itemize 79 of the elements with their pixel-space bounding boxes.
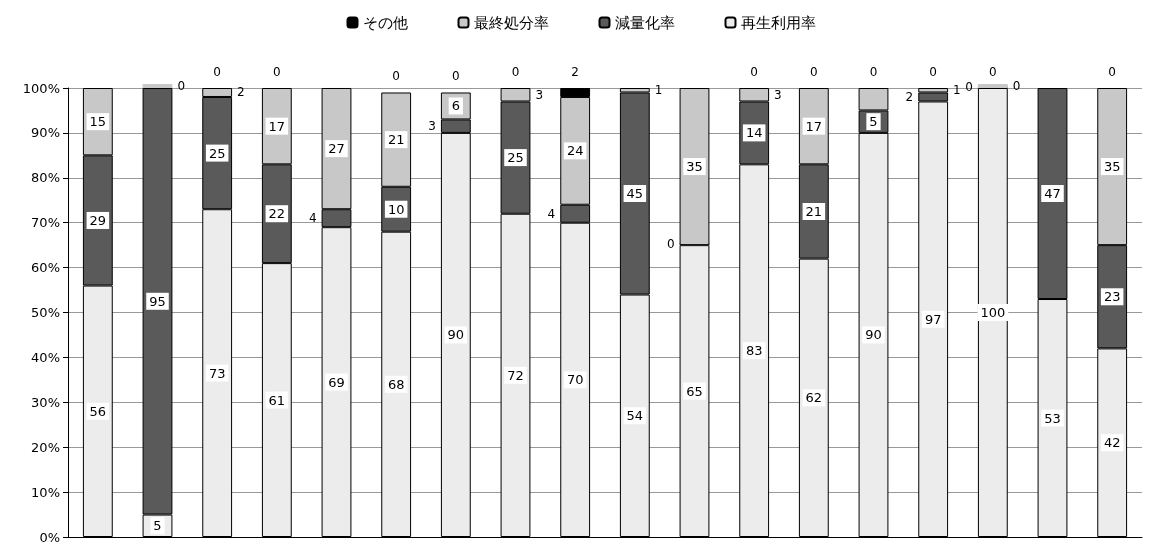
data-label: 15: [89, 114, 107, 130]
y-tick-label: 10%: [31, 484, 60, 500]
data-label: 69: [328, 374, 345, 390]
y-tick-label: 70%: [31, 215, 60, 231]
data-label: 3: [774, 87, 782, 102]
data-label: 54: [626, 408, 644, 424]
legend-label: 減量化率: [614, 13, 675, 32]
legend-label: 最終処分率: [473, 13, 549, 32]
y-tick-label: 20%: [31, 439, 60, 455]
data-label: 2: [905, 89, 914, 104]
data-label: 73: [208, 365, 226, 381]
data-label: 90: [865, 327, 882, 343]
data-label: 0: [511, 65, 520, 79]
data-label: 56: [89, 403, 107, 419]
data-label: 90: [447, 327, 465, 343]
data-label: 25: [208, 145, 226, 161]
y-tick-label: 40%: [31, 349, 60, 365]
data-label: 0: [392, 69, 400, 84]
data-label: 21: [805, 203, 823, 219]
data-label: 100: [980, 305, 1006, 320]
data-label: 27: [328, 141, 345, 157]
data-label: 0: [452, 69, 460, 84]
data-label: 29: [89, 212, 107, 228]
data-label: 3: [535, 87, 544, 102]
data-label: 5: [153, 518, 162, 534]
y-tick-label: 90%: [31, 125, 60, 141]
data-label: 72: [507, 367, 524, 383]
legend-label: その他: [362, 13, 408, 32]
y-tick-label: 30%: [31, 394, 60, 410]
legend-label: 再生利用率: [740, 13, 816, 32]
data-label: 21: [387, 132, 405, 148]
y-tick-label: 80%: [31, 170, 60, 186]
data-label: 22: [268, 206, 286, 222]
data-label: 4: [547, 206, 556, 221]
data-label: 83: [745, 343, 763, 359]
data-label: 53: [1044, 410, 1061, 426]
y-tick-label: 0%: [39, 529, 60, 545]
data-label: 0: [1012, 79, 1021, 93]
y-tick-label: 100%: [22, 80, 60, 96]
data-label: 35: [686, 159, 703, 175]
data-label: 14: [745, 125, 763, 141]
data-label: 0: [929, 65, 937, 79]
data-label: 42: [1103, 435, 1121, 451]
data-label: 0: [810, 65, 818, 79]
data-label: 25: [507, 150, 524, 166]
y-tick-label: 50%: [31, 305, 60, 320]
data-label: 61: [268, 392, 286, 408]
data-label: 2: [571, 65, 579, 79]
data-label: 47: [1044, 186, 1061, 202]
data-label: 5: [869, 114, 878, 130]
data-label: 1: [953, 83, 961, 98]
data-label: 17: [268, 118, 286, 134]
data-label: 65: [686, 383, 703, 399]
data-label: 62: [805, 390, 823, 406]
data-label: 0: [273, 65, 281, 79]
data-label: 1: [654, 83, 663, 98]
data-label: 0: [750, 65, 758, 79]
data-label: 3: [428, 119, 436, 134]
data-label: 10: [387, 201, 405, 217]
data-label: 0: [869, 65, 878, 79]
data-label: 97: [924, 311, 942, 327]
data-label: 23: [1103, 289, 1121, 305]
data-label: 0: [213, 65, 221, 79]
data-label: 0: [1108, 65, 1116, 79]
data-label: 6: [451, 98, 460, 114]
data-label: 35: [1103, 159, 1121, 175]
data-label: 70: [566, 372, 584, 388]
data-label: 0: [965, 80, 973, 94]
data-label: 45: [626, 186, 644, 202]
y-tick-label: 60%: [31, 260, 60, 276]
data-label: 4: [308, 211, 317, 226]
data-label: 68: [387, 376, 405, 392]
data-label: 0: [177, 79, 186, 93]
data-label: 0: [989, 65, 997, 79]
data-label: 24: [566, 143, 584, 159]
data-label: 95: [149, 293, 166, 309]
data-label: 17: [805, 118, 823, 134]
data-label: 2: [237, 85, 245, 100]
data-label: 0: [666, 237, 675, 252]
